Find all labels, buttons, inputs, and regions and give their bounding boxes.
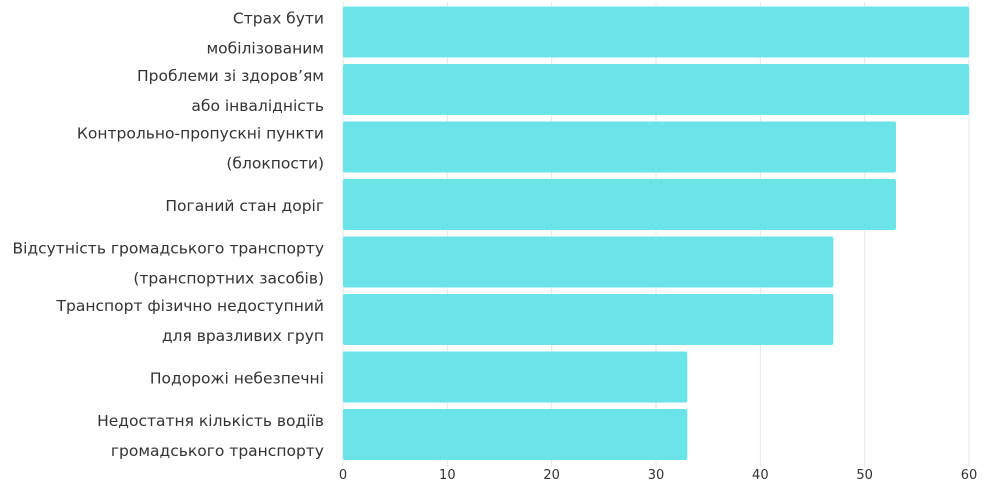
x-tick-label: 50 [856, 468, 873, 483]
x-tick-label: 40 [752, 468, 769, 483]
category-label: Транспорт фізично недоступний для вразлив… [56, 297, 324, 345]
x-tick-label: 30 [648, 468, 665, 483]
category-label-line: Транспорт фізично недоступний [56, 297, 324, 315]
bar [343, 179, 896, 230]
category-label: Страх бути мобілізованим [206, 9, 324, 57]
category-label-line: для вразливих груп [162, 327, 324, 345]
x-axis-ticks: 0 10 20 30 40 50 60 [339, 468, 977, 483]
category-label: Недостатня кількість водіїв громадського … [97, 412, 324, 460]
bar [343, 236, 834, 288]
category-label-line: громадського транспорту [111, 442, 324, 460]
category-label-line: Проблеми зі здоров’ям [137, 67, 324, 85]
bar [343, 294, 834, 345]
category-label-line: (транспортних засобів) [133, 269, 324, 287]
bar [343, 121, 896, 173]
x-tick-label: 20 [543, 468, 560, 483]
category-labels: Страх бути мобілізованим Проблеми зі здоро… [12, 9, 324, 460]
category-label-line: Недостатня кількість водіїв [97, 412, 324, 430]
category-label: Поганий стан доріг [165, 197, 324, 215]
x-tick-label: 10 [439, 468, 456, 483]
category-label-line: мобілізованим [206, 39, 324, 57]
x-tick-label: 60 [961, 468, 978, 483]
bars [343, 6, 969, 460]
category-label-line: (блокпости) [226, 154, 324, 172]
category-label: Проблеми зі здоров’ям або інвалідність [137, 67, 324, 115]
category-label-line: Контрольно-пропускні пункти [77, 124, 324, 142]
category-label: Відсутність громадського транспорту (тран… [12, 239, 324, 287]
category-label-line: Поганий стан доріг [165, 197, 324, 215]
category-label-line: Страх бути [233, 9, 324, 27]
category-label: Подорожі небезпечні [150, 369, 324, 387]
x-tick-label: 0 [339, 468, 347, 483]
bar [343, 409, 688, 460]
bar [343, 6, 969, 58]
bar [343, 64, 969, 115]
category-label-line: Відсутність громадського транспорту [12, 239, 324, 257]
bar [343, 351, 688, 403]
category-label: Контрольно-пропускні пункти (блокпости) [77, 124, 324, 172]
category-label-line: або інвалідність [191, 97, 324, 115]
category-label-line: Подорожі небезпечні [150, 369, 324, 387]
